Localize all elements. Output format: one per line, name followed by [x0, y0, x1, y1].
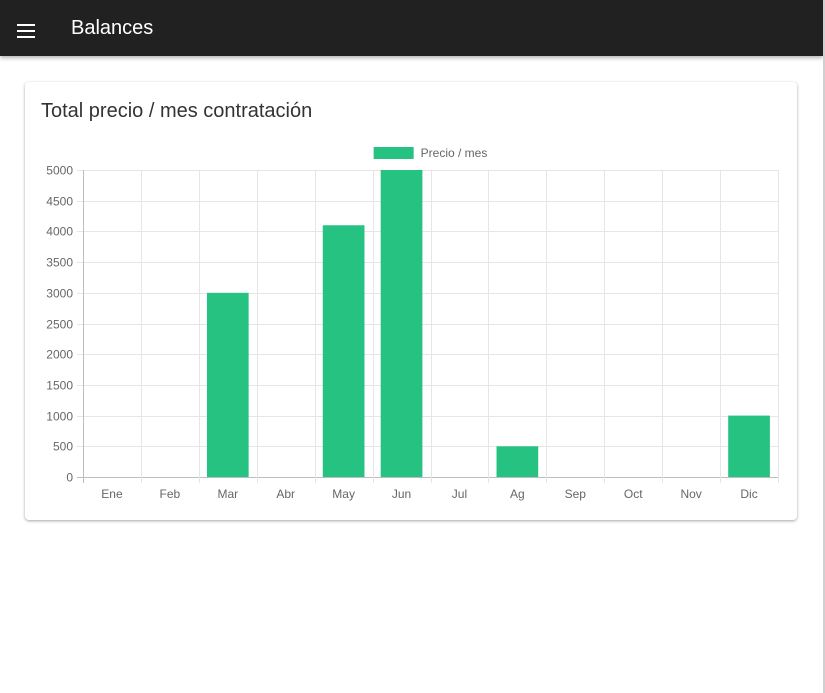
- bar-chart: 0 500 1000 1500 2000 2500 3000 3500 4000 4500 5000…: [46, 146, 779, 502]
- chart-grid: [77, 170, 779, 483]
- card-title: Total precio / mes contratación: [41, 100, 313, 122]
- bar-mar: [206, 292, 249, 477]
- x-tick-label: May: [332, 487, 355, 501]
- y-tick-label: 4500: [46, 195, 73, 209]
- y-tick-label: 5000: [46, 164, 73, 178]
- y-tick-label: 0: [66, 471, 73, 485]
- y-tick-label: 1000: [46, 410, 73, 424]
- legend-swatch: [373, 147, 414, 159]
- y-tick-label: 1500: [46, 379, 73, 393]
- chart-card: Total precio / mes contratación 0 500 1000…: [25, 82, 797, 520]
- legend-label: Precio / mes: [421, 146, 488, 160]
- x-tick-label: Nov: [680, 487, 701, 501]
- x-tick-label: Jul: [452, 487, 467, 501]
- y-tick-label: 3000: [46, 287, 73, 301]
- bar-dic: [728, 415, 770, 477]
- window-edge: [823, 0, 825, 693]
- x-tick-label: Abr: [276, 487, 295, 501]
- y-tick-label: 500: [53, 440, 73, 454]
- bar-ag: [496, 446, 539, 477]
- y-tick-label: 2500: [46, 318, 73, 332]
- chart-bars: [206, 170, 770, 477]
- bar-may: [322, 225, 365, 477]
- x-tick-label: Sep: [565, 487, 587, 501]
- x-tick-label: Feb: [160, 487, 181, 501]
- x-tick-label: Mar: [217, 487, 238, 501]
- menu-button[interactable]: [9, 10, 45, 46]
- x-tick-label: Dic: [740, 487, 757, 501]
- x-tick-label: Ene: [101, 487, 123, 501]
- bar-jun: [380, 170, 423, 477]
- page-title: Balances: [71, 17, 154, 39]
- x-tick-label: Ag: [510, 487, 525, 501]
- app-bar: Balances: [0, 0, 823, 56]
- chart-legend: Precio / mes: [373, 146, 488, 160]
- chart-axes: 0 500 1000 1500 2000 2500 3000 3500 4000 4500 5000…: [46, 164, 757, 502]
- x-tick-label: Jun: [392, 487, 411, 501]
- y-tick-label: 4000: [46, 225, 73, 239]
- menu-icon: [17, 24, 35, 38]
- y-tick-label: 3500: [46, 256, 73, 270]
- x-tick-label: Oct: [624, 487, 643, 501]
- y-tick-label: 2000: [46, 348, 73, 362]
